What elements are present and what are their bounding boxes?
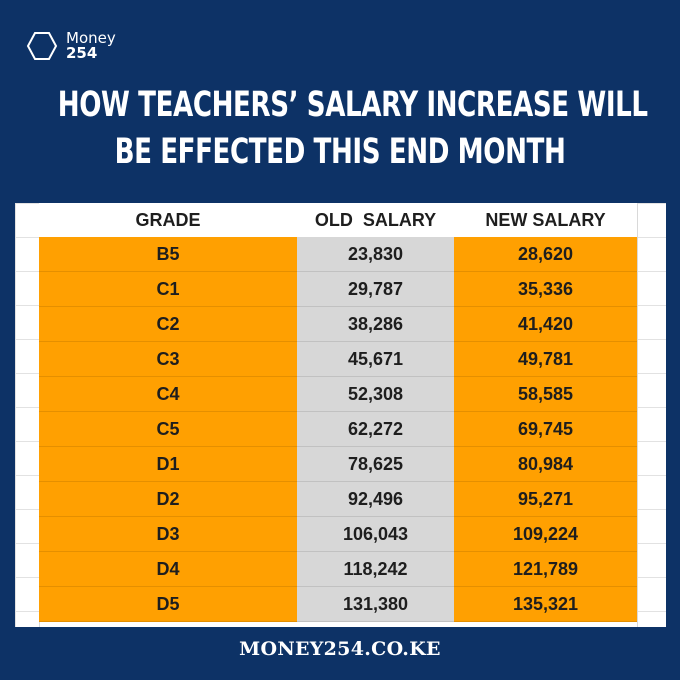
headline: HOW TEACHERS’ SALARY INCREASE WILL BE EF… [0,82,680,176]
old-salary-cell: 118,242 [297,551,454,587]
grade-cell: B5 [39,237,297,272]
new-salary-cell: 135,321 [454,586,637,622]
table-body: B5 23,830 28,620 C1 29,787 35,336 C2 38,286 41,4… [39,237,637,622]
old-salary-cell: 62,272 [297,411,454,447]
old-salary-cell: 52,308 [297,376,454,412]
table-row: D5 131,380 135,321 [39,586,637,622]
brand-number: 254 [66,44,98,62]
headline-line-2: BE EFFECTED THIS END MONTH [114,132,566,172]
grid-vline [637,203,638,627]
grade-cell: D2 [39,481,297,517]
brand-name: Money [66,29,116,47]
headline-line-1: HOW TEACHERS’ SALARY INCREASE WILL [57,85,648,125]
new-salary-cell: 41,420 [454,306,637,342]
table-row: D2 92,496 95,271 [39,481,637,517]
grade-cell: D4 [39,551,297,587]
grade-cell: C4 [39,376,297,412]
new-salary-cell: 95,271 [454,481,637,517]
table-row: B5 23,830 28,620 [39,237,637,272]
new-salary-cell: 109,224 [454,516,637,552]
table-header-row: GRADE OLD SALARY NEW SALARY [39,203,637,237]
table-row: C4 52,308 58,585 [39,376,637,412]
old-salary-cell: 38,286 [297,306,454,342]
old-salary-cell: 29,787 [297,271,454,307]
table-row: D3 106,043 109,224 [39,516,637,552]
grade-cell: D3 [39,516,297,552]
header-new-salary: NEW SALARY [454,203,637,237]
footer-website: MONEY254.CO.KE [239,638,441,660]
old-salary-cell: 92,496 [297,481,454,517]
grade-cell: C5 [39,411,297,447]
grade-cell: D1 [39,446,297,482]
new-salary-cell: 121,789 [454,551,637,587]
table-row: C1 29,787 35,336 [39,271,637,307]
old-salary-cell: 23,830 [297,237,454,272]
new-salary-cell: 80,984 [454,446,637,482]
header-grade: GRADE [39,203,297,237]
old-salary-cell: 106,043 [297,516,454,552]
table-row: C5 62,272 69,745 [39,411,637,447]
new-salary-cell: 35,336 [454,271,637,307]
brand-logo: Money 254 [26,30,116,62]
grade-cell: D5 [39,586,297,622]
table-row: C2 38,286 41,420 [39,306,637,342]
header-old-salary: OLD SALARY [297,203,454,237]
salary-table: GRADE OLD SALARY NEW SALARY B5 23,830 28,6… [39,203,637,622]
hexagon-logo-icon [26,32,58,60]
old-salary-cell: 45,671 [297,341,454,377]
table-row: C3 45,671 49,781 [39,341,637,377]
spreadsheet: GRADE OLD SALARY NEW SALARY B5 23,830 28,6… [15,203,666,627]
new-salary-cell: 69,745 [454,411,637,447]
new-salary-cell: 28,620 [454,237,637,272]
grade-cell: C2 [39,306,297,342]
new-salary-cell: 58,585 [454,376,637,412]
table-row: D4 118,242 121,789 [39,551,637,587]
grade-cell: C3 [39,341,297,377]
old-salary-cell: 131,380 [297,586,454,622]
table-row: D1 78,625 80,984 [39,446,637,482]
grade-cell: C1 [39,271,297,307]
old-salary-cell: 78,625 [297,446,454,482]
new-salary-cell: 49,781 [454,341,637,377]
